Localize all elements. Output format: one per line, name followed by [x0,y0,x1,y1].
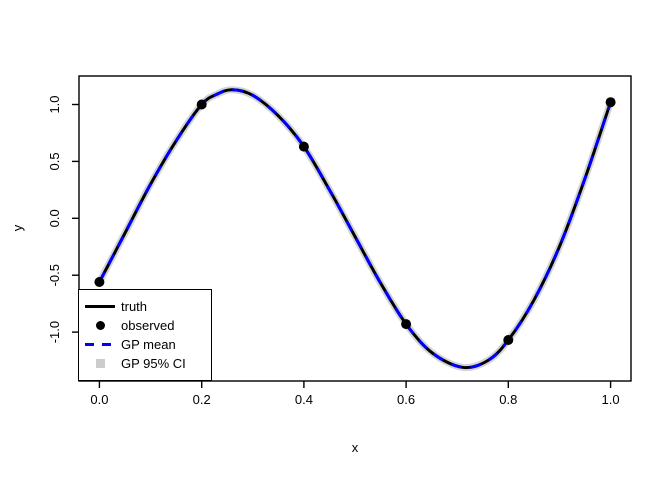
legend-label-truth: truth [121,299,148,314]
observed-point [401,319,412,330]
legend-label-gp-mean: GP mean [121,337,176,352]
observed-points-layer [94,97,616,345]
legend-label-observed: observed [121,318,175,333]
y-tick-label: -1.0 [47,321,62,343]
observed-point [503,335,514,345]
x-tick-label: 0.0 [90,392,108,407]
y-tick-label: -0.5 [47,264,62,286]
legend-entry-gp-mean: GP mean [79,335,211,354]
y-tick-label: 1.0 [47,95,62,113]
legend: truth observed GP mean GP 95% CI [78,289,212,381]
x-axis-title: x [352,440,359,455]
gp-mean-curve [98,88,613,370]
observed-point [298,141,309,152]
gp-ci-square-icon [95,359,105,368]
x-tick-label: 0.6 [397,392,415,407]
legend-entry-observed: observed [79,316,211,335]
y-axis-ticks: -1.0 -0.5 0.0 0.5 1.0 [47,95,79,343]
x-tick-label: 1.0 [602,392,620,407]
y-axis-title: y [10,224,25,231]
gp-mean-curve-layer [98,88,613,370]
x-tick-label: 0.2 [193,392,211,407]
gp-mean-dashed-line-icon [85,343,115,346]
observed-point-icon [95,321,105,330]
observed-point [196,99,207,110]
y-tick-label: 0.0 [47,209,62,227]
observed-point [605,97,616,108]
x-tick-label: 0.8 [499,392,517,407]
legend-label-gp-ci: GP 95% CI [121,356,186,371]
plot-box [78,75,632,382]
x-tick-label: 0.4 [295,392,313,407]
x-axis-ticks: 0.0 0.2 0.4 0.6 0.8 1.0 [90,381,620,407]
legend-entry-gp-ci: GP 95% CI [79,354,211,373]
truth-line-icon [85,305,115,308]
legend-entry-truth: truth [79,297,211,316]
y-tick-label: 0.5 [47,152,62,170]
observed-point [94,277,105,287]
